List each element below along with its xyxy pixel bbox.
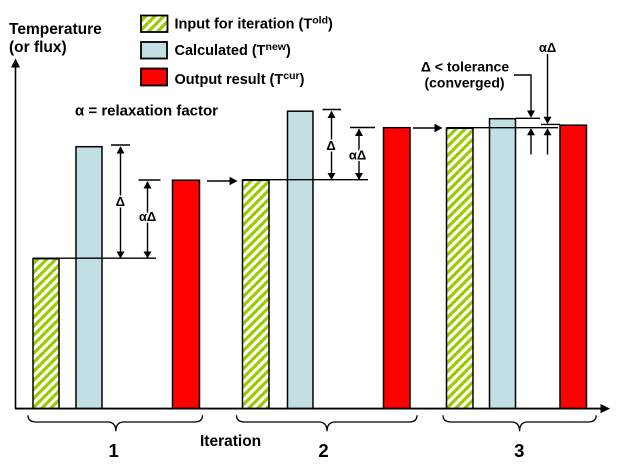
svg-text:Δ: Δ: [326, 138, 335, 153]
svg-text:αΔ: αΔ: [539, 40, 556, 55]
svg-text:α = relaxation factor: α = relaxation factor: [75, 103, 218, 120]
svg-text:3: 3: [514, 440, 524, 461]
svg-text:Temperature: Temperature: [9, 21, 102, 38]
svg-text:(or flux): (or flux): [9, 39, 67, 56]
svg-text:Output result (Tcur): Output result (Tcur): [175, 70, 305, 88]
svg-text:1: 1: [108, 440, 118, 461]
svg-text:Iteration: Iteration: [200, 433, 261, 450]
svg-text:αΔ: αΔ: [349, 148, 366, 163]
svg-text:(converged): (converged): [424, 75, 504, 91]
svg-text:2: 2: [318, 440, 328, 461]
svg-text:Input for iteration (Told): Input for iteration (Told): [175, 15, 333, 33]
svg-text:Calculated (Tnew): Calculated (Tnew): [175, 41, 291, 59]
svg-text:αΔ: αΔ: [139, 209, 156, 224]
svg-text:Δ < tolerance: Δ < tolerance: [421, 59, 509, 75]
svg-text:Δ: Δ: [116, 194, 125, 209]
